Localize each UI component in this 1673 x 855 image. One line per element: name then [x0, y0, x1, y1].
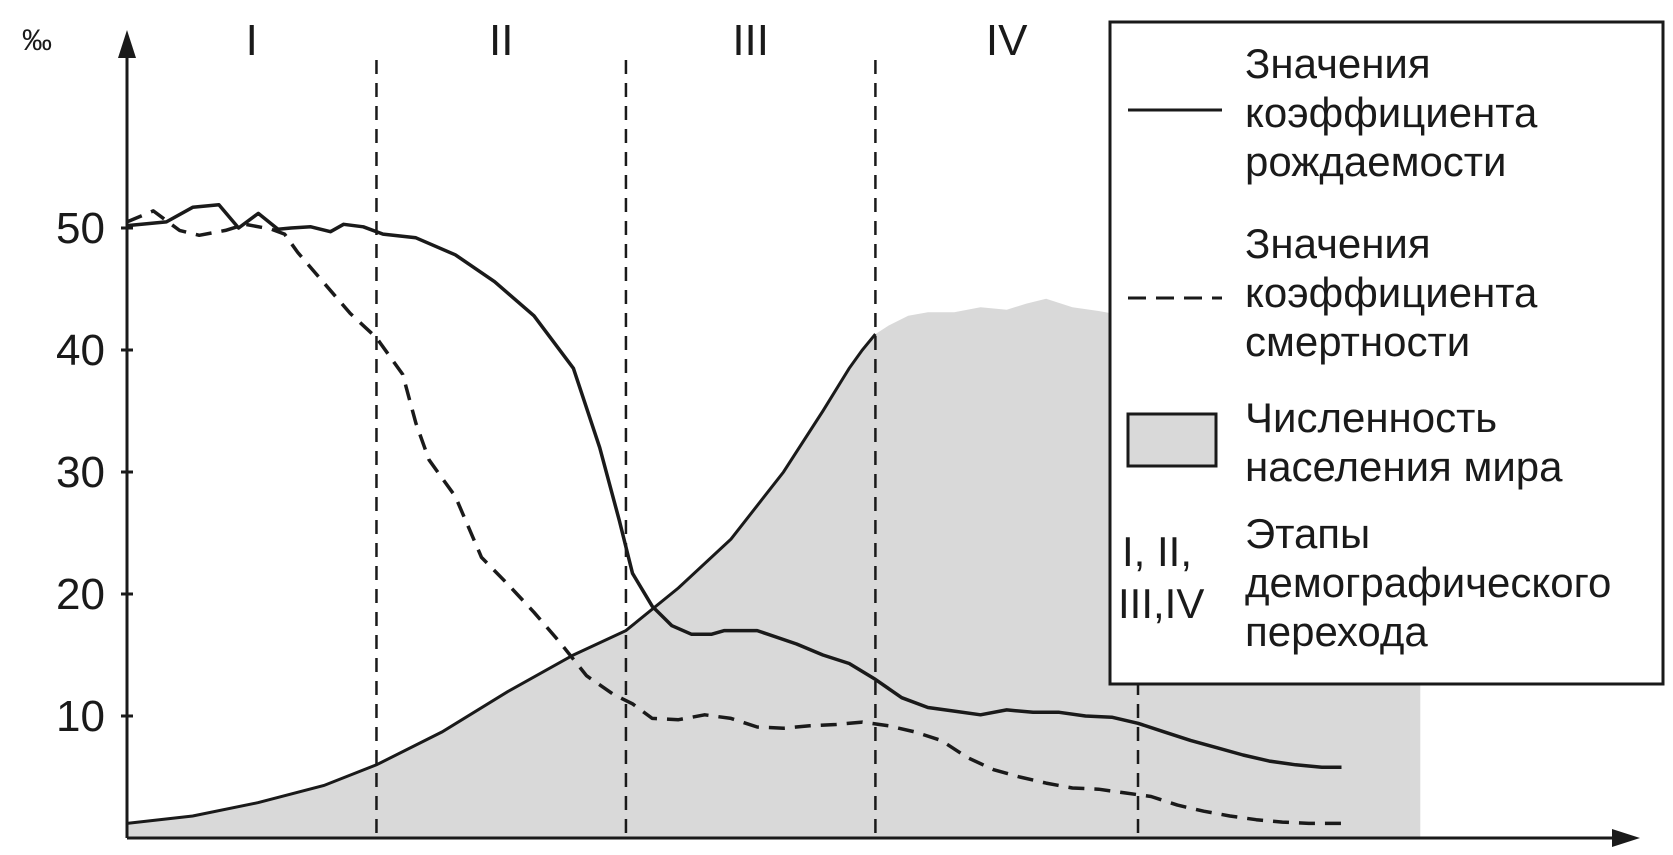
stage-label-layer: I II III IV: [246, 16, 1029, 65]
legend-birth-line-1: Значения: [1245, 40, 1431, 87]
legend-item-population: Численность населения мира: [1126, 394, 1563, 490]
legend-stages-line-3: перехода: [1245, 608, 1428, 655]
legend-death-line-2: коэффициента: [1245, 269, 1538, 316]
legend-birth-line-3: рождаемости: [1245, 138, 1507, 185]
legend-item-death: Значения коэффициента смертности: [1128, 220, 1538, 365]
legend: Значения коэффициента рождаемости Значен…: [1108, 20, 1665, 686]
population-curve-line: [126, 333, 877, 825]
y-tick-label: 30: [56, 448, 105, 497]
legend-death-line-1: Значения: [1245, 220, 1431, 267]
legend-stages-line-2: демографического: [1245, 559, 1611, 606]
legend-item-birth: Значения коэффициента рождаемости: [1128, 40, 1538, 185]
legend-item-stages: I, II, III,IV Этапы демографического пер…: [1118, 510, 1611, 655]
stage-label-4: IV: [986, 16, 1028, 65]
legend-birth-line-2: коэффициента: [1245, 89, 1538, 136]
legend-population-line-2: населения мира: [1245, 443, 1563, 490]
stage-label-1: I: [246, 16, 258, 65]
stage-label-2: II: [489, 16, 513, 65]
stage-label-3: III: [732, 16, 769, 65]
y-tick-layer: 10 20 30 40 50: [56, 204, 133, 741]
legend-population-line-1: Численность: [1245, 394, 1497, 441]
legend-stages-symbol-line-2: III,IV: [1118, 580, 1204, 627]
legend-swatch-population-area: [1126, 412, 1218, 468]
y-axis: [118, 30, 136, 838]
y-tick-label: 40: [56, 326, 105, 375]
y-axis-unit-label: ‰: [22, 24, 52, 57]
stage-divider-layer: [375, 60, 1140, 838]
population-area-layer: [126, 298, 1421, 838]
x-axis-arrow-icon: [1612, 829, 1640, 847]
y-axis-arrow-icon: [118, 30, 136, 58]
birth-rate-line: [126, 203, 1342, 769]
population-area: [127, 298, 1421, 838]
legend-box: [1108, 20, 1665, 686]
y-tick-label: 50: [56, 204, 105, 253]
y-tick-label: 20: [56, 570, 105, 619]
rate-lines-layer: [126, 203, 1342, 826]
x-axis: [127, 829, 1640, 847]
legend-death-line-3: смертности: [1245, 318, 1470, 365]
legend-stages-symbol-line-1: I, II,: [1122, 528, 1192, 575]
legend-stages-line-1: Этапы: [1245, 510, 1370, 557]
death-rate-line: [126, 209, 1342, 826]
y-tick-label: 10: [56, 692, 105, 741]
